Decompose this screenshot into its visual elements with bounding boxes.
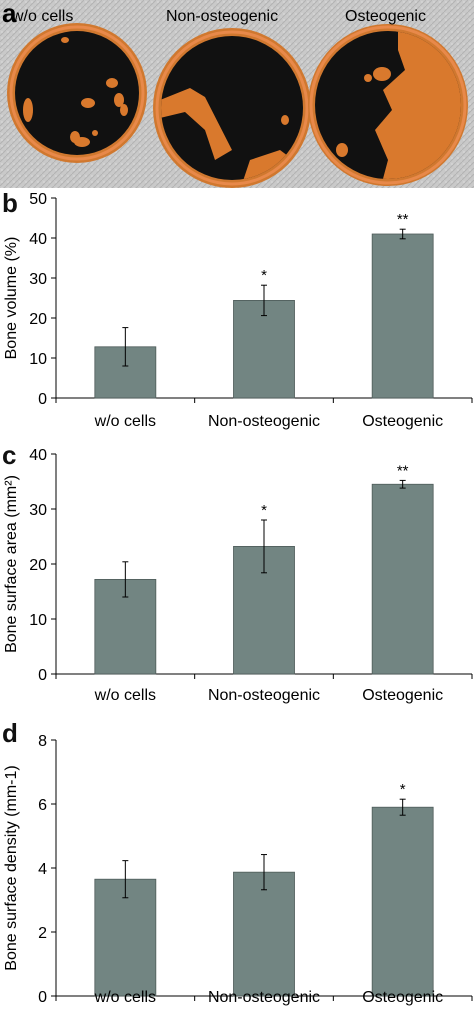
significance-marker: * <box>400 781 406 798</box>
y-tick-label: 0 <box>38 667 47 684</box>
bone-surface-density-chart: 0 2 4 6 8 w/o cells Non-osteogenic * Osteogenic B… <box>3 733 473 1006</box>
bar <box>371 233 434 399</box>
y-tick-label: 20 <box>29 557 47 574</box>
significance-marker: * <box>261 267 267 284</box>
y-tick-label: 20 <box>29 311 47 328</box>
panel-letter-a: a <box>2 0 17 28</box>
micro-ct-image: w/o cells Non-osteogenic Osteogenic <box>0 0 474 188</box>
y-axis-label: Bone surface area (mm²) <box>3 475 20 653</box>
x-tick-label: w/o cells <box>94 687 156 704</box>
significance-marker: ** <box>397 462 409 479</box>
scaffold-label-w-o-cells: w/o cells <box>11 8 73 25</box>
significance-marker: * <box>261 502 267 519</box>
y-tick-label: 10 <box>29 612 47 629</box>
x-tick-label: Non-osteogenic <box>208 989 320 1006</box>
y-tick-label: 40 <box>29 447 47 464</box>
x-tick-label: Osteogenic <box>362 413 443 430</box>
bar <box>233 871 295 997</box>
panel-letter-c: c <box>2 440 17 470</box>
y-tick-label: 2 <box>38 925 47 942</box>
y-tick-label: 30 <box>29 502 47 519</box>
scaffold-without-cells <box>7 23 147 163</box>
bone-surface-area-chart: 0 10 20 30 40 w/o cells * Non-osteogenic ** Osteo… <box>3 447 473 704</box>
bar <box>94 878 157 997</box>
scaffold-label-non-osteogenic: Non-osteogenic <box>166 8 278 25</box>
y-tick-label: 6 <box>38 797 47 814</box>
bar <box>371 483 434 675</box>
bone-volume-chart: 0 10 20 30 40 50 w/o cells * Non-osteogenic ** Ost… <box>3 191 473 430</box>
x-tick-label: w/o cells <box>94 989 156 1006</box>
panel-letter-d: d <box>2 718 18 748</box>
micro-ct-panel: w/o cells Non-osteogenic Osteogenic <box>0 0 474 188</box>
y-tick-label: 50 <box>29 191 47 208</box>
x-tick-label: Osteogenic <box>362 687 443 704</box>
scaffold-osteogenic <box>308 24 468 186</box>
y-tick-label: 30 <box>29 271 47 288</box>
significance-marker: ** <box>397 211 409 228</box>
x-tick-label: Non-osteogenic <box>208 413 320 430</box>
panel-letter-b: b <box>2 188 18 218</box>
y-axis-label: Bone surface density (mm-1) <box>3 765 20 970</box>
bar <box>371 806 434 997</box>
y-tick-label: 4 <box>38 861 47 878</box>
bar <box>233 300 295 399</box>
y-tick-label: 0 <box>38 989 47 1006</box>
x-tick-label: Osteogenic <box>362 989 443 1006</box>
scaffold-non-osteogenic <box>153 28 311 188</box>
scaffold-label-osteogenic: Osteogenic <box>345 8 426 25</box>
y-axis-label: Bone volume (%) <box>3 237 20 360</box>
y-tick-label: 8 <box>38 733 47 750</box>
x-tick-label: Non-osteogenic <box>208 687 320 704</box>
y-tick-label: 10 <box>29 351 47 368</box>
y-tick-label: 40 <box>29 231 47 248</box>
x-tick-label: w/o cells <box>94 413 156 430</box>
y-tick-label: 0 <box>38 391 47 408</box>
